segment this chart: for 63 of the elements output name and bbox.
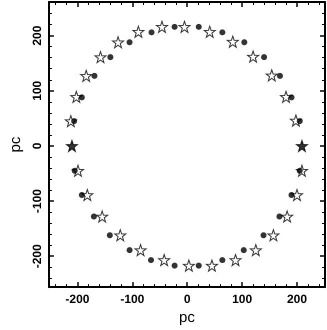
- point: [261, 54, 268, 60]
- y-tick-label: 0: [30, 142, 44, 150]
- point: [158, 254, 170, 266]
- y-tick-label: -100: [30, 188, 44, 214]
- point: [114, 229, 126, 242]
- point: [296, 118, 303, 124]
- point: [204, 26, 216, 38]
- point: [107, 54, 114, 60]
- point: [276, 214, 282, 220]
- x-tick-label: 200: [286, 292, 308, 306]
- point: [94, 51, 106, 64]
- point: [288, 192, 295, 198]
- point: [219, 257, 226, 264]
- point: [148, 257, 154, 264]
- point: [90, 214, 97, 220]
- point: [230, 254, 242, 266]
- point: [178, 20, 190, 33]
- point: [182, 260, 195, 272]
- point: [134, 244, 147, 256]
- point: [96, 210, 108, 223]
- point: [78, 192, 85, 198]
- point: [196, 262, 202, 269]
- x-axis-title: pc: [179, 309, 196, 326]
- point: [266, 69, 278, 82]
- y-tick-label: 200: [30, 25, 44, 46]
- x-tick-label: -200: [65, 292, 90, 306]
- point: [126, 247, 133, 254]
- point: [291, 189, 304, 202]
- x-tick-label: 100: [232, 292, 252, 306]
- point: [91, 72, 98, 79]
- point: [196, 24, 202, 30]
- point: [66, 140, 78, 152]
- point: [78, 94, 85, 100]
- point: [240, 247, 247, 254]
- point: [80, 70, 92, 82]
- point: [81, 189, 94, 202]
- point: [148, 29, 155, 36]
- point: [70, 90, 82, 103]
- point: [276, 72, 283, 79]
- point: [132, 26, 144, 38]
- point: [260, 232, 267, 238]
- point: [206, 260, 218, 272]
- point: [296, 140, 308, 152]
- point: [106, 232, 113, 238]
- point: [280, 90, 292, 103]
- y-axis-title: pc: [7, 136, 24, 152]
- y-tick-label: -200: [30, 244, 44, 268]
- point: [267, 229, 280, 242]
- point: [250, 244, 262, 256]
- point: [126, 39, 133, 46]
- point: [172, 24, 178, 30]
- point: [241, 39, 248, 46]
- point: [112, 36, 124, 48]
- point: [226, 36, 239, 48]
- point: [156, 20, 168, 33]
- point: [281, 210, 294, 223]
- y-tick-label: 100: [30, 80, 44, 101]
- x-tick-label: -100: [120, 292, 145, 306]
- x-tick-label: 0: [184, 292, 191, 306]
- point: [219, 29, 226, 36]
- point: [247, 50, 260, 63]
- point: [288, 94, 295, 100]
- point: [172, 262, 178, 269]
